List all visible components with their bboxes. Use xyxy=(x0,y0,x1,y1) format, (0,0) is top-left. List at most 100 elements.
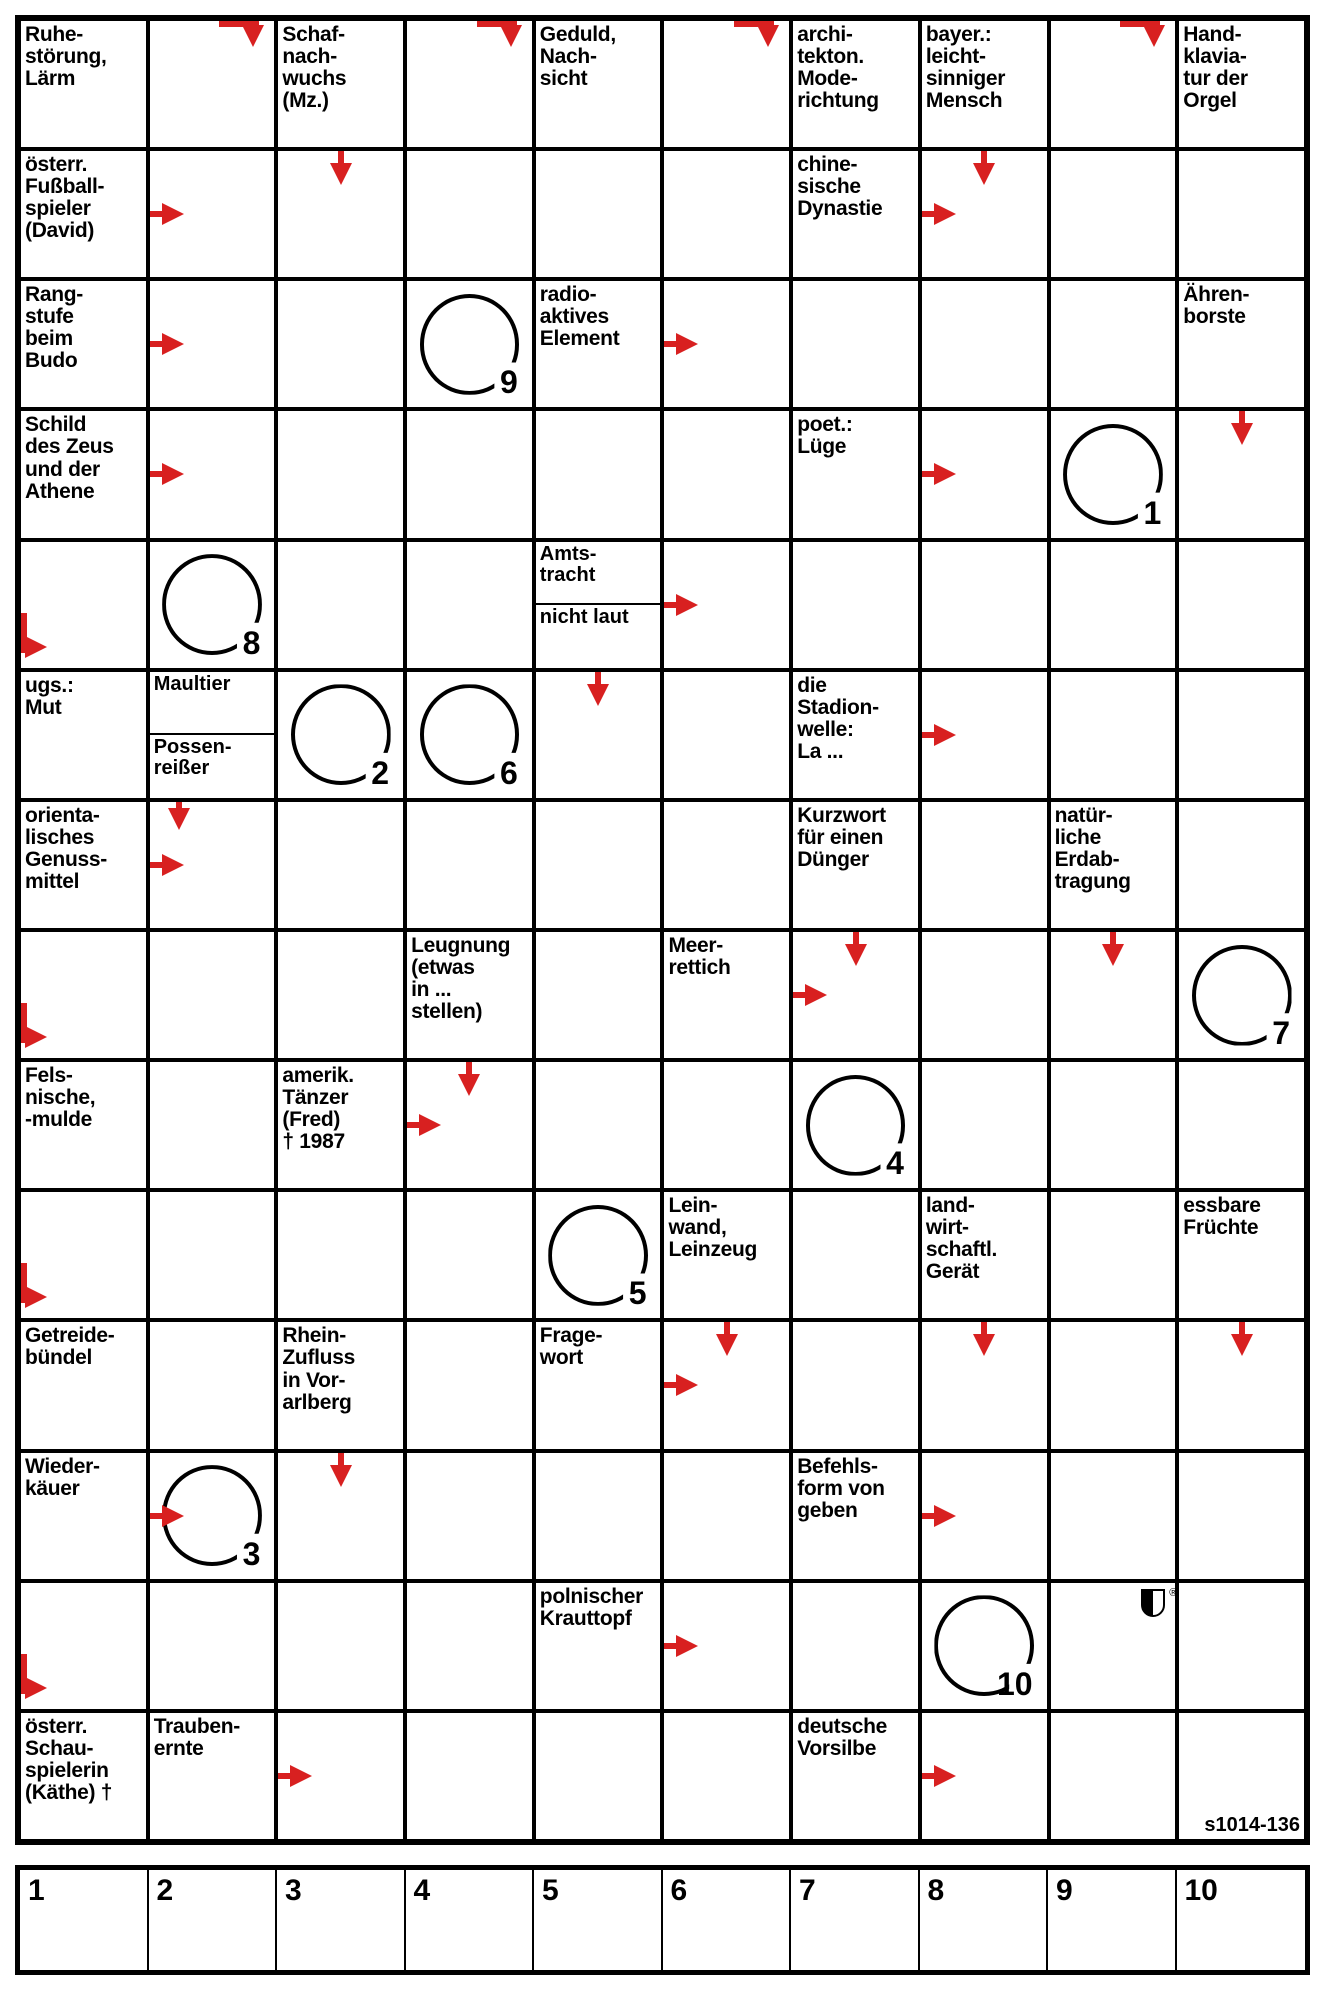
answer-cell[interactable] xyxy=(19,930,148,1060)
answer-cell[interactable]: 1 xyxy=(1049,409,1178,539)
answer-cell[interactable] xyxy=(276,930,405,1060)
solution-cell[interactable]: 6 xyxy=(663,1870,792,1970)
answer-cell[interactable]: 2 xyxy=(276,670,405,800)
answer-cell[interactable] xyxy=(148,1060,277,1190)
answer-cell[interactable] xyxy=(534,409,663,539)
answer-cell[interactable] xyxy=(1049,149,1178,279)
solution-cell[interactable]: 3 xyxy=(277,1870,406,1970)
answer-cell[interactable] xyxy=(276,279,405,409)
answer-cell[interactable] xyxy=(1049,1190,1178,1320)
answer-cell[interactable] xyxy=(405,800,534,930)
answer-cell[interactable] xyxy=(276,540,405,670)
answer-cell[interactable] xyxy=(534,800,663,930)
answer-cell[interactable] xyxy=(276,1581,405,1711)
answer-cell[interactable] xyxy=(276,1711,405,1841)
answer-cell[interactable] xyxy=(148,1190,277,1320)
answer-cell[interactable] xyxy=(148,800,277,930)
answer-cell[interactable] xyxy=(791,1581,920,1711)
answer-cell[interactable] xyxy=(405,149,534,279)
answer-cell[interactable]: 6 xyxy=(405,670,534,800)
answer-cell[interactable] xyxy=(405,1060,534,1190)
answer-cell[interactable] xyxy=(276,1451,405,1581)
answer-cell[interactable] xyxy=(405,1581,534,1711)
answer-cell[interactable] xyxy=(1177,149,1306,279)
answer-cell[interactable] xyxy=(920,149,1049,279)
answer-cell[interactable] xyxy=(1049,1451,1178,1581)
answer-cell[interactable] xyxy=(791,1320,920,1450)
answer-cell[interactable] xyxy=(405,540,534,670)
answer-cell[interactable] xyxy=(276,149,405,279)
answer-cell[interactable] xyxy=(1177,409,1306,539)
answer-cell[interactable] xyxy=(920,1060,1049,1190)
answer-cell[interactable] xyxy=(405,1451,534,1581)
solution-cell[interactable]: 7 xyxy=(791,1870,920,1970)
answer-cell[interactable] xyxy=(1049,1060,1178,1190)
answer-cell[interactable] xyxy=(662,1060,791,1190)
answer-cell[interactable] xyxy=(148,1320,277,1450)
answer-cell[interactable] xyxy=(920,1451,1049,1581)
solution-cell[interactable]: 10 xyxy=(1177,1870,1306,1970)
answer-cell[interactable] xyxy=(19,1190,148,1320)
answer-cell[interactable] xyxy=(662,149,791,279)
answer-cell[interactable]: ® xyxy=(1049,1581,1178,1711)
answer-cell[interactable] xyxy=(405,409,534,539)
answer-cell[interactable] xyxy=(920,930,1049,1060)
answer-cell[interactable] xyxy=(791,279,920,409)
answer-cell[interactable] xyxy=(920,800,1049,930)
answer-cell[interactable] xyxy=(1049,1711,1178,1841)
answer-cell[interactable] xyxy=(276,800,405,930)
answer-cell[interactable] xyxy=(1177,1060,1306,1190)
answer-cell[interactable]: MaultierPossen- reißer xyxy=(148,670,277,800)
answer-cell[interactable] xyxy=(920,670,1049,800)
answer-cell[interactable] xyxy=(405,19,534,149)
answer-cell[interactable]: 5 xyxy=(534,1190,663,1320)
solution-cell[interactable]: 5 xyxy=(534,1870,663,1970)
answer-cell[interactable] xyxy=(534,1451,663,1581)
answer-cell[interactable] xyxy=(1177,1581,1306,1711)
answer-cell[interactable] xyxy=(148,19,277,149)
answer-cell[interactable] xyxy=(148,1581,277,1711)
answer-cell[interactable] xyxy=(534,930,663,1060)
answer-cell[interactable] xyxy=(19,540,148,670)
answer-cell[interactable] xyxy=(1049,1320,1178,1450)
solution-cell[interactable]: 2 xyxy=(149,1870,278,1970)
answer-cell[interactable] xyxy=(920,409,1049,539)
answer-cell[interactable] xyxy=(662,19,791,149)
answer-cell[interactable] xyxy=(662,1711,791,1841)
answer-cell[interactable] xyxy=(148,930,277,1060)
answer-cell[interactable] xyxy=(662,670,791,800)
answer-cell[interactable] xyxy=(1049,19,1178,149)
answer-cell[interactable]: s1014-136 xyxy=(1177,1711,1306,1841)
answer-cell[interactable]: 10 xyxy=(920,1581,1049,1711)
answer-cell[interactable]: 8 xyxy=(148,540,277,670)
answer-cell[interactable] xyxy=(791,1190,920,1320)
answer-cell[interactable] xyxy=(1049,540,1178,670)
answer-cell[interactable] xyxy=(791,540,920,670)
answer-cell[interactable] xyxy=(148,149,277,279)
answer-cell[interactable]: 4 xyxy=(791,1060,920,1190)
answer-cell[interactable]: 7 xyxy=(1177,930,1306,1060)
answer-cell[interactable] xyxy=(662,1320,791,1450)
answer-cell[interactable] xyxy=(534,1711,663,1841)
answer-cell[interactable] xyxy=(1177,1320,1306,1450)
answer-cell[interactable] xyxy=(1049,670,1178,800)
solution-cell[interactable]: 4 xyxy=(406,1870,535,1970)
solution-cell[interactable]: 9 xyxy=(1048,1870,1177,1970)
answer-cell[interactable]: 3 xyxy=(148,1451,277,1581)
answer-cell[interactable] xyxy=(148,279,277,409)
answer-cell[interactable] xyxy=(1177,540,1306,670)
answer-cell[interactable]: Amts- trachtnicht laut xyxy=(534,540,663,670)
answer-cell[interactable] xyxy=(920,1711,1049,1841)
answer-cell[interactable] xyxy=(920,1320,1049,1450)
answer-cell[interactable] xyxy=(662,540,791,670)
answer-cell[interactable] xyxy=(662,1451,791,1581)
answer-cell[interactable] xyxy=(534,1060,663,1190)
answer-cell[interactable] xyxy=(276,409,405,539)
answer-cell[interactable] xyxy=(662,279,791,409)
answer-cell[interactable] xyxy=(19,1581,148,1711)
answer-cell[interactable] xyxy=(405,1190,534,1320)
solution-cell[interactable]: 8 xyxy=(920,1870,1049,1970)
answer-cell[interactable] xyxy=(920,540,1049,670)
answer-cell[interactable] xyxy=(534,149,663,279)
answer-cell[interactable] xyxy=(405,1320,534,1450)
